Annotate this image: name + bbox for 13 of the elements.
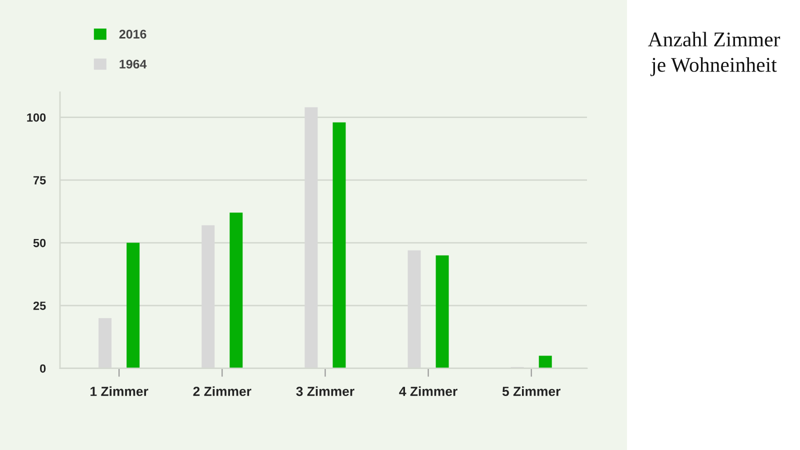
x-tick-label: 1 Zimmer xyxy=(90,386,148,396)
y-tick-label: 50 xyxy=(33,238,46,248)
x-tick-label: 5 Zimmer xyxy=(502,386,560,396)
legend-label: 2016 xyxy=(119,30,146,39)
y-tick-label: 0 xyxy=(40,364,46,373)
legend-label: 1964 xyxy=(120,60,147,69)
y-tick-label: 100 xyxy=(27,113,46,122)
x-tick-label: 3 Zimmer xyxy=(296,386,354,396)
text: Anzahl Zimmer je Wohneinheit xyxy=(648,32,780,76)
y-tick-label: 25 xyxy=(33,302,46,310)
x-tick-label: 4 Zimmer xyxy=(399,386,458,396)
y-tick-label: 75 xyxy=(33,176,46,184)
x-tick-label: 2 Zimmer xyxy=(193,386,252,396)
